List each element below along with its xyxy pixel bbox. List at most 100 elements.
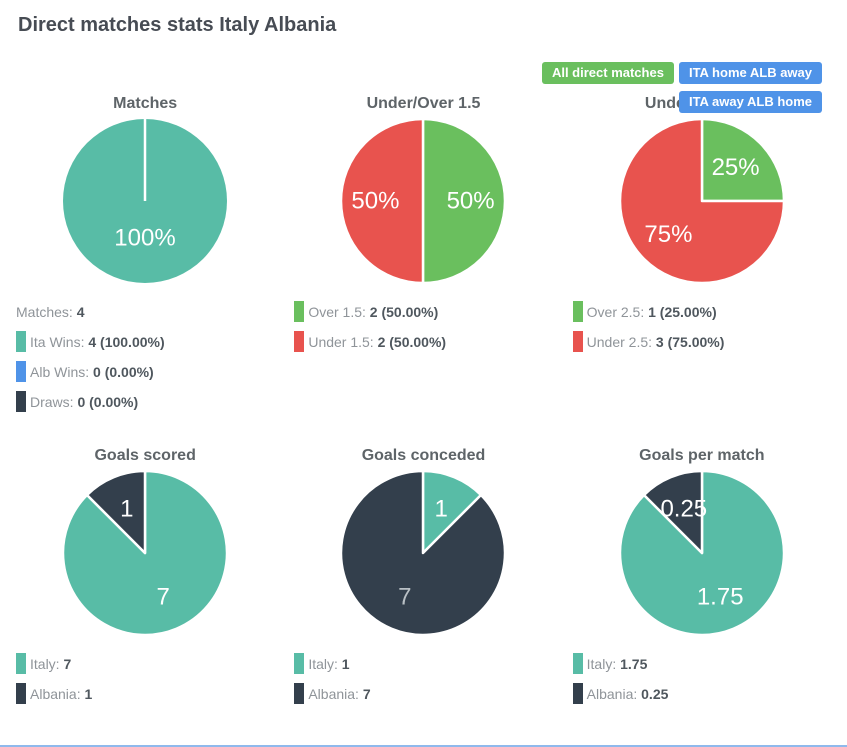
chart-title: Goals per match [639, 447, 765, 464]
legend-item: Alb Wins: 0 (0.00%) [16, 361, 284, 382]
pie-slice-label: 25% [711, 154, 759, 181]
legend-value: 7 [63, 656, 72, 672]
legend-swatch [572, 331, 583, 352]
legend-swatch [294, 683, 305, 704]
legend-value: 4 (100.00%) [88, 334, 165, 350]
legend-item: Over 1.5: 2 (50.00%) [294, 301, 562, 322]
legend-value: 1 [341, 656, 350, 672]
legend-label: Albania: [586, 686, 642, 702]
legend-value: 0.25 [641, 686, 669, 702]
chart-title: Matches [113, 95, 178, 112]
legend-value: 1.75 [620, 656, 648, 672]
legend-swatch [572, 683, 583, 704]
legend-value: 1 [84, 686, 93, 702]
pie-slice[interactable] [340, 117, 425, 285]
legend-swatch [16, 391, 26, 412]
pie-chart-under-over-1-5[interactable]: 50% 50% [340, 117, 507, 289]
legend-label: Under 2.5: [586, 334, 656, 350]
legend-swatch [16, 683, 26, 704]
pie-slice[interactable] [340, 469, 507, 637]
pie-slice-label: 100% [114, 224, 175, 251]
pie-slice[interactable] [85, 469, 147, 555]
chart-title: Goals conceded [361, 447, 486, 464]
legend-swatch [294, 331, 305, 352]
legend-swatch [294, 653, 305, 674]
legend-swatch [572, 653, 583, 674]
pie-slice-label: 50% [447, 188, 495, 215]
filter-ita-away-alb-home-button[interactable]: ITA away ALB home [678, 91, 822, 113]
legend-item: Albania: 7 [294, 683, 562, 704]
legend-text: Italy: 7 [30, 656, 71, 674]
legend-text: Matches: 4 [16, 304, 85, 322]
legend-value: 2 (50.00%) [369, 304, 439, 320]
legend-label: Italy: [30, 656, 64, 672]
filter-buttons: All direct matches ITA home ALB away ITA… [541, 62, 822, 113]
legend-item: Italy: 1.75 [572, 653, 841, 674]
pie-chart-matches[interactable]: 100% [62, 118, 228, 289]
pie-slice-label: 75% [644, 221, 692, 248]
legend-text: Under 1.5: 2 (50.00%) [308, 334, 446, 352]
pie-slice[interactable] [642, 469, 704, 555]
legend-text: Draws: 0 (0.00%) [30, 394, 138, 412]
legend-value: 2 (50.00%) [377, 334, 447, 350]
legend-item: Matches: 4 [16, 301, 284, 322]
pie-chart-goals-per-match[interactable]: 1.75 0.25 [618, 469, 786, 641]
legend-item: Albania: 0.25 [572, 683, 841, 704]
legend-item: Under 2.5: 3 (75.00%) [572, 331, 841, 352]
legend-label: Albania: [30, 686, 85, 702]
legend-goals-per-match: Italy: 1.75 Albania: 0.25 [572, 653, 841, 704]
legend-value: 0 (0.00%) [77, 394, 139, 410]
legend-text: Albania: 0.25 [587, 686, 669, 704]
legend-label: Draws: [30, 394, 78, 410]
legend-label: Over 1.5: [308, 304, 370, 320]
legend-text: Over 1.5: 2 (50.00%) [308, 304, 438, 322]
filter-ita-home-alb-away-button[interactable]: ITA home ALB away [678, 62, 822, 84]
pie-slice-label: 0.25 [660, 496, 707, 523]
chart-card-under-over-1-5: Under/Over 1.5 50% 50% Over 1.5: 2 (50.00… [284, 89, 562, 441]
legend-value: 4 [76, 304, 85, 320]
filter-all-direct-matches-button[interactable]: All direct matches [541, 62, 674, 84]
chart-card-goals-per-match: Goals per match 1.75 0.25 Italy: 1.75 Alba… [563, 441, 841, 745]
legend-goals-scored: Italy: 7 Albania: 1 [16, 653, 284, 704]
chart-card-matches: Matches 100% Matches: 4 Ita Wins: 4 (100.… [6, 89, 284, 441]
legend-swatch [294, 301, 305, 322]
legend-label: Under 1.5: [308, 334, 378, 350]
legend-matches: Matches: 4 Ita Wins: 4 (100.00%) Alb Wins:… [16, 301, 284, 412]
pie-slice-label: 7 [399, 583, 412, 610]
legend-text: Over 2.5: 1 (25.00%) [587, 304, 717, 322]
pie-slice[interactable] [700, 117, 786, 203]
legend-under-over-1-5: Over 1.5: 2 (50.00%) Under 1.5: 2 (50.00%… [294, 301, 562, 352]
legend-text: Albania: 7 [308, 686, 370, 704]
chart-title: Goals scored [94, 447, 196, 464]
legend-text: Under 2.5: 3 (75.00%) [587, 334, 725, 352]
legend-label: Matches: [16, 304, 77, 320]
legend-text: Alb Wins: 0 (0.00%) [30, 364, 154, 382]
legend-label: Ita Wins: [30, 334, 89, 350]
pie-slice-label: 50% [352, 188, 400, 215]
pie-slice-label: 1.75 [697, 583, 744, 610]
legend-item: Albania: 1 [16, 683, 284, 704]
pie-slice[interactable] [618, 117, 786, 285]
legend-item: Draws: 0 (0.00%) [16, 391, 284, 412]
page-title: Direct matches stats Italy Albania [18, 14, 337, 36]
charts-grid: Matches 100% Matches: 4 Ita Wins: 4 (100.… [0, 89, 847, 745]
pie-slice[interactable] [422, 117, 507, 285]
legend-label: Italy: [308, 656, 342, 672]
legend-label: Albania: [308, 686, 363, 702]
pie-chart-under-over-2-5[interactable]: 25% 75% [618, 117, 786, 289]
legend-item: Italy: 7 [16, 653, 284, 674]
legend-label: Alb Wins: [30, 364, 94, 380]
legend-item: Italy: 1 [294, 653, 562, 674]
legend-swatch [16, 361, 26, 382]
legend-label: Over 2.5: [586, 304, 649, 320]
legend-text: Italy: 1 [308, 656, 349, 674]
legend-label: Italy: [586, 656, 621, 672]
legend-value: 1 (25.00%) [648, 304, 717, 320]
chart-title: Under/Over 1.5 [366, 95, 481, 112]
legend-text: Albania: 1 [30, 686, 92, 704]
legend-under-over-2-5: Over 2.5: 1 (25.00%) Under 2.5: 3 (75.00%… [572, 301, 841, 352]
